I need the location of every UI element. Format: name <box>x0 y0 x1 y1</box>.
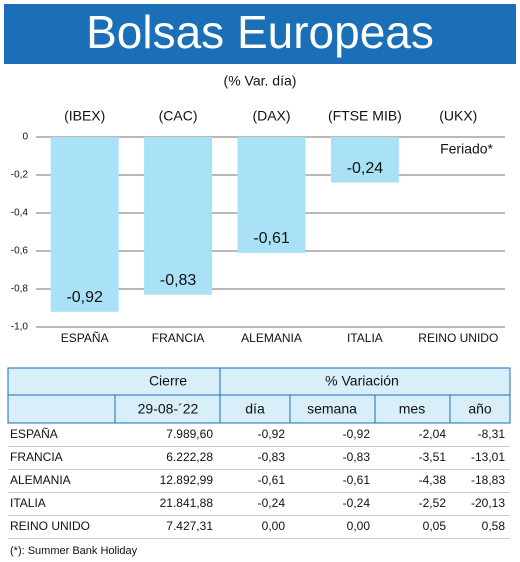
bar <box>144 137 213 295</box>
table-cell: -4,38 <box>419 473 447 487</box>
table-cell: -0,83 <box>343 450 371 464</box>
index-label: (IBEX) <box>64 108 105 124</box>
table-cell: 7.427,31 <box>166 519 213 533</box>
value-label: -0,83 <box>160 272 197 289</box>
index-label: (CAC) <box>159 108 198 124</box>
y-tick-label: -0,4 <box>11 208 29 219</box>
table-column-header: año <box>468 401 492 417</box>
table-cell: 0,05 <box>423 519 447 533</box>
x-tick-label: REINO UNIDO <box>418 331 498 345</box>
y-tick-label: 0 <box>22 132 28 143</box>
y-tick-label: -0,2 <box>11 170 29 181</box>
bar <box>330 137 399 183</box>
y-tick-label: -0,8 <box>11 284 29 295</box>
index-label: (UKX) <box>439 108 477 124</box>
table-column-header: día <box>245 401 265 417</box>
table-cell: -13,01 <box>471 450 505 464</box>
title-banner <box>4 4 516 64</box>
index-label: (FTSE MIB) <box>328 108 402 124</box>
table-cell: 12.892,99 <box>160 473 214 487</box>
table-cell: ITALIA <box>10 496 46 510</box>
table-cell: -0,92 <box>258 427 286 441</box>
table-cell: -3,51 <box>419 450 447 464</box>
table-cell: -18,83 <box>471 473 505 487</box>
table-cell: 21.841,88 <box>160 496 214 510</box>
table-group-header: % Variación <box>325 373 399 389</box>
annotation: Feriado* <box>440 141 493 157</box>
table-cell: -2,52 <box>419 496 447 510</box>
table-cell: ALEMANIA <box>10 473 71 487</box>
table-cell: -0,92 <box>343 427 371 441</box>
value-label: -0,92 <box>66 289 103 306</box>
table-cell: ESPAÑA <box>10 427 58 441</box>
index-label: (DAX) <box>252 108 290 124</box>
table-cell: 0,00 <box>262 519 286 533</box>
table-cell: -0,83 <box>258 450 286 464</box>
x-tick-label: FRANCIA <box>152 331 205 345</box>
table-cell: -2,04 <box>419 427 447 441</box>
bar <box>237 137 306 253</box>
table-cell: -8,31 <box>478 427 506 441</box>
table-cell: -0,24 <box>258 496 286 510</box>
table-column-header: semana <box>307 401 357 417</box>
y-tick-label: -0,6 <box>11 246 29 257</box>
y-tick-label: -1,0 <box>11 322 29 333</box>
x-tick-label: ESPAÑA <box>61 331 109 345</box>
table-column-header: 29-08-´22 <box>138 401 199 417</box>
table-group-header: Cierre <box>149 373 187 389</box>
x-tick-label: ALEMANIA <box>241 331 302 345</box>
table-cell: 0,00 <box>347 519 371 533</box>
table-cell: -0,61 <box>343 473 371 487</box>
table-cell: -0,24 <box>343 496 371 510</box>
x-tick-label: ITALIA <box>347 331 383 345</box>
table-cell: FRANCIA <box>10 450 63 464</box>
bar <box>50 137 119 312</box>
table-cell: -0,61 <box>258 473 286 487</box>
table-cell: 0,58 <box>482 519 506 533</box>
table-cell: -20,13 <box>471 496 505 510</box>
footnote: (*): Summer Bank Holiday <box>10 545 138 557</box>
table-column-header: mes <box>399 401 425 417</box>
table-cell: REINO UNIDO <box>10 519 90 533</box>
table-cell: 6.222,28 <box>166 450 213 464</box>
chart-title: Bolsas Europeas <box>86 6 434 58</box>
value-label: -0,61 <box>253 230 290 247</box>
table-cell: 7.989,60 <box>166 427 213 441</box>
value-label: -0,24 <box>347 160 384 177</box>
chart-subtitle: (% Var. día) <box>224 73 297 89</box>
